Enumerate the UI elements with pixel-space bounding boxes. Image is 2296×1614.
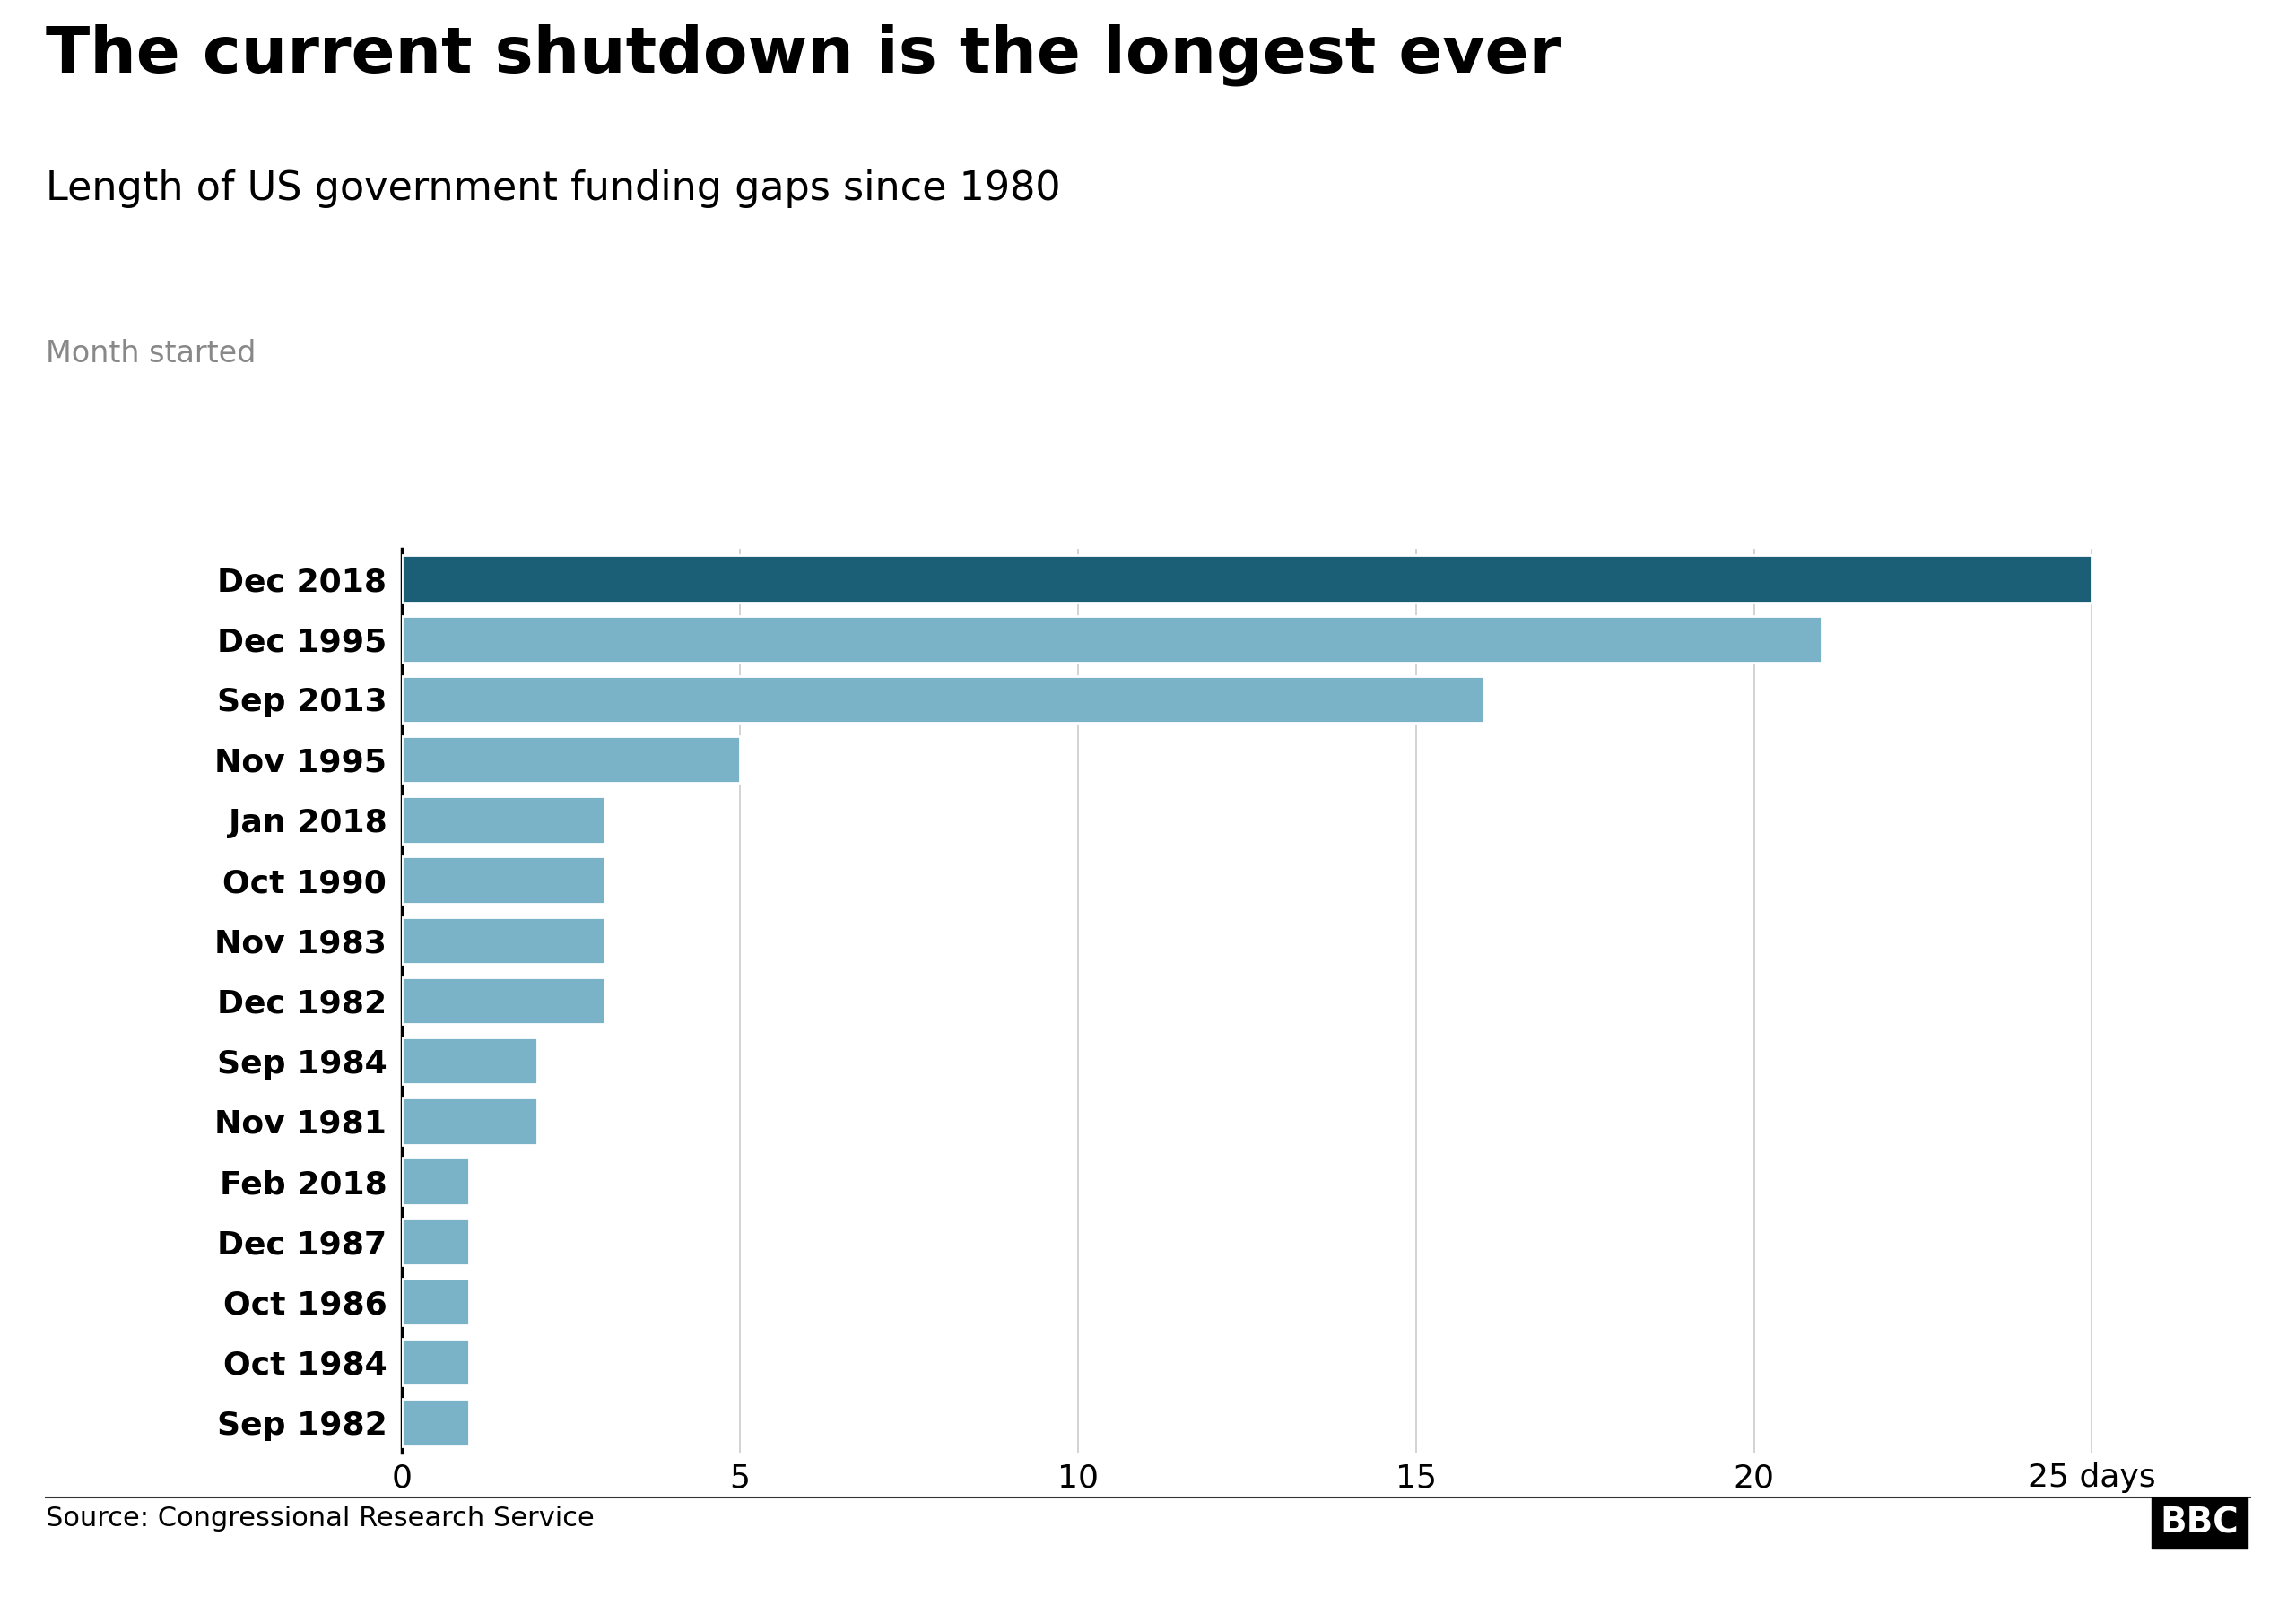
Bar: [402, 1399, 468, 1446]
Text: The current shutdown is the longest ever: The current shutdown is the longest ever: [46, 24, 1561, 87]
Bar: [402, 1038, 537, 1085]
Bar: [402, 857, 604, 904]
Text: Month started: Month started: [46, 339, 257, 368]
Bar: [402, 1219, 468, 1265]
Bar: [402, 976, 604, 1025]
Bar: [402, 1338, 468, 1386]
Bar: [402, 1157, 468, 1206]
Bar: [402, 555, 2092, 602]
Bar: [402, 1278, 468, 1325]
Bar: [402, 1098, 537, 1144]
Bar: [402, 796, 604, 844]
Bar: [402, 676, 1483, 723]
Text: Source: Congressional Research Service: Source: Congressional Research Service: [46, 1506, 595, 1532]
Bar: [402, 736, 739, 783]
Bar: [402, 917, 604, 964]
Text: BBC: BBC: [2161, 1506, 2239, 1540]
Bar: [402, 615, 1821, 663]
Text: Length of US government funding gaps since 1980: Length of US government funding gaps sin…: [46, 169, 1061, 208]
